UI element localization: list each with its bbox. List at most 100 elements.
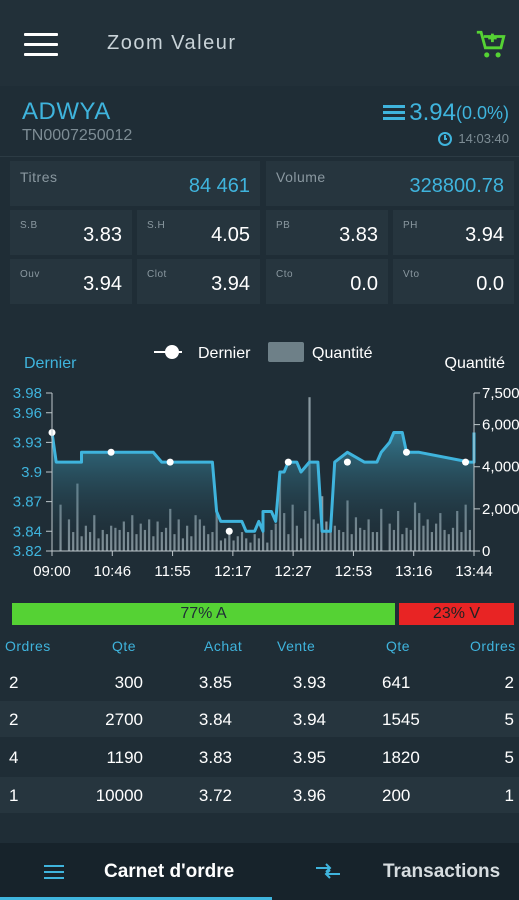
right-tick-label: 0 [482, 543, 490, 560]
stat-pb: PB 3.83 [266, 210, 388, 255]
cell-ordres-sell: 5 [504, 710, 514, 729]
price-block: 3.94 (0.0%) 14:03:40 [383, 99, 509, 146]
stat-sb: S.B 3.83 [10, 210, 132, 255]
tab-transactions-label: Transactions [383, 861, 501, 882]
stat-value: 3.94 [83, 273, 122, 295]
stat-value: 4.05 [211, 224, 250, 246]
stat-label: Cto [276, 269, 294, 280]
stat-value: 328800.78 [409, 175, 504, 197]
cart-plus-icon[interactable] [474, 28, 508, 62]
cell-ordres-sell: 1 [504, 786, 514, 805]
stat-cto: Cto 0.0 [266, 259, 388, 304]
cell-ordres-buy: 1 [9, 786, 19, 805]
stat-value: 0.0 [350, 273, 378, 295]
stat-value: 3.83 [339, 224, 378, 246]
cell-vente: 3.93 [292, 673, 326, 692]
cell-ordres-buy: 4 [9, 748, 19, 767]
menu-lines-icon [383, 105, 406, 121]
price-marker [343, 458, 351, 466]
left-tick-label: 3.98 [13, 385, 42, 402]
table-row[interactable]: 1 10000 3.72 3.96 200 1 [0, 777, 519, 813]
cell-qte-sell: 1545 [382, 710, 420, 729]
buy-pressure-bar: 77% A [12, 603, 395, 625]
stat-value: 3.94 [465, 224, 504, 246]
col-ordres-buy: Ordres [5, 638, 51, 654]
left-tick-label: 3.93 [13, 434, 42, 451]
stat-label: PH [403, 220, 418, 231]
price-marker [225, 527, 233, 535]
price-marker [402, 448, 410, 456]
cell-vente: 3.94 [292, 710, 326, 729]
stat-label: Ouv [20, 269, 40, 280]
price-marker [166, 458, 174, 466]
cell-vente: 3.95 [292, 748, 326, 767]
stock-isin: TN0007250012 [22, 127, 133, 144]
cell-ordres-sell: 5 [504, 748, 514, 767]
hamburger-icon[interactable] [24, 33, 58, 57]
price-marker [462, 458, 470, 466]
stat-label: Volume [276, 169, 326, 185]
stat-label: Titres [20, 169, 58, 185]
cell-achat: 3.85 [198, 673, 232, 692]
stat-vto: Vto 0.0 [393, 259, 514, 304]
active-tab-indicator [0, 897, 272, 900]
price-area [52, 432, 474, 551]
table-row[interactable]: 2 2700 3.84 3.94 1545 5 [0, 701, 519, 737]
tab-order-book-label: Carnet d'ordre [104, 861, 235, 882]
legend-dernier: Dernier [198, 345, 251, 362]
app-bar: Zoom Valeur [0, 0, 519, 86]
right-tick-label: 6,000 [482, 417, 519, 434]
right-axis-label: Quantité [445, 355, 506, 372]
cell-qte-sell: 641 [382, 673, 411, 692]
col-qte-buy: Qte [112, 638, 137, 654]
x-tick-label: 09:00 [33, 563, 71, 580]
stock-header [0, 86, 519, 157]
cell-qte-buy: 2700 [105, 710, 143, 729]
left-axis-label: Dernier [24, 355, 77, 372]
cell-qte-buy: 1190 [106, 748, 143, 767]
x-tick-label: 12:53 [335, 563, 373, 580]
col-achat: Achat [204, 638, 243, 654]
tab-transactions[interactable]: Transactions [272, 843, 519, 900]
legend-quantite: Quantité [312, 345, 373, 362]
last-price: 3.94 [409, 99, 456, 126]
x-tick-label: 12:27 [274, 563, 312, 580]
stat-label: Vto [403, 269, 420, 280]
x-tick-label: 10:46 [94, 563, 132, 580]
stat-value: 84 461 [188, 175, 250, 197]
clock-icon [438, 131, 453, 146]
table-row[interactable]: 4 1190 3.83 3.95 1820 5 [0, 739, 519, 775]
left-tick-label: 3.96 [13, 405, 42, 422]
stat-label: Clot [147, 269, 167, 280]
stat-label: S.H [147, 220, 166, 231]
stat-label: S.B [20, 220, 38, 231]
cell-qte-sell: 200 [382, 786, 411, 805]
price-variation: (0.0%) [455, 102, 509, 123]
page-title: Zoom Valeur [107, 32, 237, 54]
cell-ordres-buy: 2 [9, 710, 19, 729]
right-tick-label: 4,000 [482, 459, 519, 476]
stat-sh: S.H 4.05 [137, 210, 260, 255]
left-tick-label: 3.82 [13, 543, 42, 560]
cell-ordres-buy: 2 [9, 673, 19, 692]
stat-value: 3.83 [83, 224, 122, 246]
cell-achat: 3.72 [198, 786, 232, 805]
right-tick-label: 2,000 [482, 501, 519, 518]
col-qte-sell: Qte [386, 638, 411, 654]
cell-achat: 3.83 [198, 748, 232, 767]
price-line [50, 431, 476, 533]
intraday-chart[interactable]: Dernier Quantité Dernier Quantité 3.98 3.… [0, 330, 519, 590]
stock-symbol: ADWYA [22, 98, 111, 125]
cell-qte-buy: 10000 [95, 786, 143, 805]
stat-volume: Volume 328800.78 [266, 161, 514, 206]
stat-value: 3.94 [211, 273, 250, 295]
order-book-header: Ordres Qte Achat Vente Qte Ordres [0, 636, 519, 658]
stat-ouv: Ouv 3.94 [10, 259, 132, 304]
right-tick-label: 7,500 [482, 385, 519, 402]
price-marker [284, 458, 292, 466]
tab-order-book[interactable]: Carnet d'ordre [0, 843, 272, 900]
table-row[interactable]: 2 300 3.85 3.93 641 2 [0, 664, 519, 700]
x-tick-label: 12:17 [214, 563, 252, 580]
sell-pressure-bar: 23% V [399, 603, 514, 625]
left-tick-label: 3.9 [21, 464, 42, 481]
